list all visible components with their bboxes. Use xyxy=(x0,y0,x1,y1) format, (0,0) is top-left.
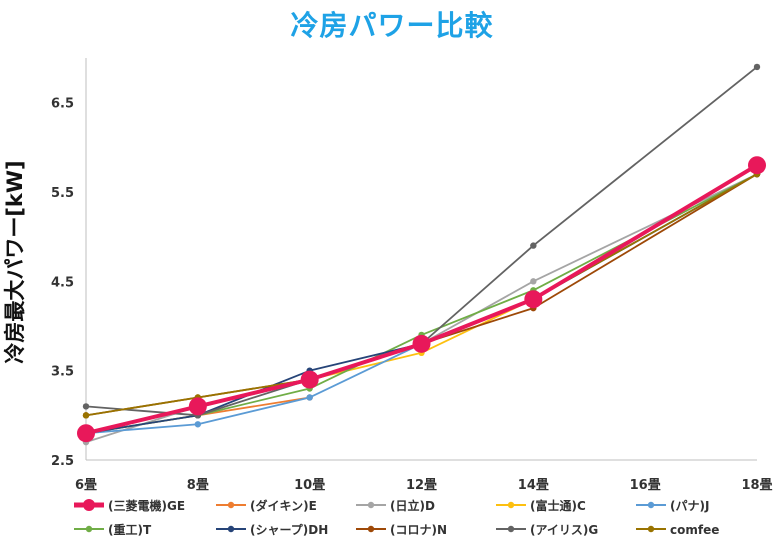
legend-label: (パナ)J xyxy=(670,499,709,513)
legend-marker xyxy=(367,501,375,509)
series-6 xyxy=(82,170,761,437)
series-line xyxy=(85,163,759,436)
series-line xyxy=(85,173,758,435)
series-5 xyxy=(82,170,761,437)
legend-item: (パナ)J xyxy=(636,499,709,513)
data-point xyxy=(753,63,761,71)
series-3 xyxy=(82,162,761,437)
data-point xyxy=(77,424,95,443)
legend-marker xyxy=(507,501,515,509)
legend-item: (アイリス)G xyxy=(496,523,598,537)
legend-label: (コロナ)N xyxy=(390,523,447,537)
data-point xyxy=(524,290,543,309)
legend-item: (シャープ)DH xyxy=(216,522,328,537)
x-tick-label: 6畳 xyxy=(75,478,97,493)
legend-label: (ダイキン)E xyxy=(250,498,317,513)
series-line xyxy=(85,66,758,417)
legend-label: (富士通)C xyxy=(530,498,586,513)
legend-marker xyxy=(647,525,655,533)
legend-item: (日立)D xyxy=(356,498,435,513)
series-layer xyxy=(77,63,766,446)
series-line xyxy=(85,173,758,417)
data-point xyxy=(300,370,319,389)
legend-label: (重工)T xyxy=(108,522,152,537)
series-4 xyxy=(82,170,761,437)
x-tick-label: 16畳 xyxy=(630,478,661,493)
series-line xyxy=(85,173,758,435)
chart-title: 冷房パワー比較 xyxy=(290,9,494,42)
legend-item: comfee xyxy=(636,523,719,537)
y-tick-label: 2.5 xyxy=(51,454,74,469)
legend-marker xyxy=(647,501,655,509)
legend-marker xyxy=(227,501,235,509)
data-point xyxy=(82,403,90,410)
legend-label: (シャープ)DH xyxy=(250,522,328,537)
legend-item: (三菱電機)GE xyxy=(74,498,185,513)
data-point xyxy=(188,397,207,416)
legend-marker xyxy=(367,525,375,533)
series-line xyxy=(85,173,758,443)
data-point xyxy=(530,242,537,249)
series-2 xyxy=(82,170,761,446)
data-point xyxy=(194,421,202,428)
legend-label: (三菱電機)GE xyxy=(108,498,185,513)
data-point xyxy=(412,334,431,353)
series-line xyxy=(85,173,758,417)
y-tick-label: 4.5 xyxy=(51,275,74,290)
legend-item: (重工)T xyxy=(74,522,152,537)
x-tick-label: 10畳 xyxy=(294,478,325,493)
axes: 2.5 3.5 4.5 5.5 6.5 6畳 8畳 10畳 12畳 14畳 16畳 18畳 xyxy=(51,58,773,493)
x-tick-label: 8畳 xyxy=(187,478,209,493)
legend-marker xyxy=(227,525,235,533)
data-point xyxy=(82,412,90,419)
legend-label: comfee xyxy=(670,523,719,537)
x-tick-label: 18畳 xyxy=(741,478,772,493)
series-8 xyxy=(82,63,761,419)
x-tick-label: 14畳 xyxy=(518,478,549,493)
data-point xyxy=(306,394,313,401)
data-point xyxy=(748,156,766,175)
legend-item: (コロナ)N xyxy=(356,523,447,537)
y-tick-label: 5.5 xyxy=(51,186,74,201)
legend-item: (富士通)C xyxy=(496,498,586,513)
legend-item: (ダイキン)E xyxy=(216,498,317,513)
series-0 xyxy=(77,156,766,443)
legend-label: (日立)D xyxy=(390,498,435,513)
legend-marker xyxy=(507,525,515,533)
series-9 xyxy=(82,170,761,419)
series-line xyxy=(85,173,758,435)
series-7 xyxy=(82,170,761,419)
legend: (三菱電機)GE (ダイキン)E (日立)D (富士通)C (パナ)J (重工)T (シャー… xyxy=(74,498,719,537)
data-point xyxy=(530,278,537,285)
x-tick-label: 12畳 xyxy=(406,478,437,493)
series-line xyxy=(85,164,758,435)
y-tick-label: 6.5 xyxy=(51,97,74,112)
legend-label: (アイリス)G xyxy=(530,523,598,537)
y-tick-label: 3.5 xyxy=(51,365,74,380)
legend-marker xyxy=(85,525,93,533)
legend-marker xyxy=(83,499,95,511)
